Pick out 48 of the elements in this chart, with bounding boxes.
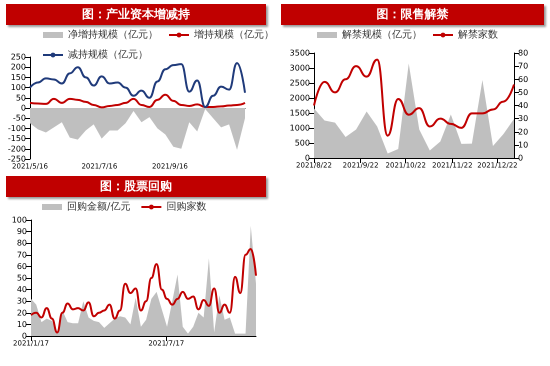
chart-title: 图：限售解禁 <box>281 4 544 25</box>
y-tick-label: 60 <box>16 262 27 271</box>
y-tick-label: 10 <box>16 320 27 329</box>
y2-tick-label: 40 <box>518 101 528 110</box>
y-tick-label: 1500 <box>290 108 310 118</box>
y-tick-label: 200 <box>10 62 26 72</box>
y2-tick-label: 0 <box>518 154 524 162</box>
y-tick-label: -50 <box>12 114 26 123</box>
y-tick-label: -150 <box>8 134 26 144</box>
y-tick-label: 50 <box>16 274 27 282</box>
legend-label: 解禁规模（亿元） <box>342 28 422 40</box>
y-tick-label: 500 <box>294 138 310 148</box>
y2-tick-label: 30 <box>518 114 528 124</box>
y-tick-label: -250 <box>8 154 26 164</box>
y-tick-label: 40 <box>16 285 27 294</box>
y2-tick-label: 60 <box>518 74 528 84</box>
y-tick-label: -100 <box>8 124 26 133</box>
y-tick-label: 100 <box>10 83 26 92</box>
line-series <box>313 58 515 137</box>
y-tick-label: 80 <box>16 238 27 248</box>
y-tick-label: 90 <box>16 227 27 236</box>
y2-tick-label: 10 <box>518 140 528 150</box>
y-tick-label: 50 <box>16 93 26 102</box>
y-tick-label: 2500 <box>290 78 310 88</box>
legend-label: 净增持规模（亿元） <box>68 28 158 40</box>
y-tick-label: 150 <box>10 72 26 82</box>
y2-tick-label: 80 <box>518 48 528 58</box>
legend-label: 回购家数 <box>166 200 206 212</box>
y-tick-label: 30 <box>16 296 27 306</box>
chart-title: 图：产业资本增减持 <box>6 4 266 25</box>
y-tick-label: 70 <box>16 250 27 260</box>
y-tick-label: 20 <box>16 308 27 318</box>
legend-label: 增持规模（亿元） <box>193 28 274 40</box>
legend-label: 减持规模（亿元） <box>68 48 148 60</box>
legend-label: 回购金额/亿元 <box>67 200 130 212</box>
y-tick-label: 3500 <box>290 48 310 58</box>
y2-tick-label: 50 <box>518 88 528 97</box>
y2-tick-label: 70 <box>518 62 528 71</box>
chart-title: 图：股票回购 <box>6 176 266 197</box>
y-tick-label: 250 <box>10 52 26 62</box>
line-series <box>30 248 257 334</box>
y-tick-label: 2000 <box>290 94 310 102</box>
y2-tick-label: 20 <box>518 127 528 136</box>
y-tick-label: 3000 <box>290 64 310 72</box>
legend-label: 解禁家数 <box>458 28 498 40</box>
y-tick-label: 100 <box>12 216 27 224</box>
y-tick-label: -200 <box>8 144 26 154</box>
y-tick-label: 1000 <box>290 124 310 132</box>
